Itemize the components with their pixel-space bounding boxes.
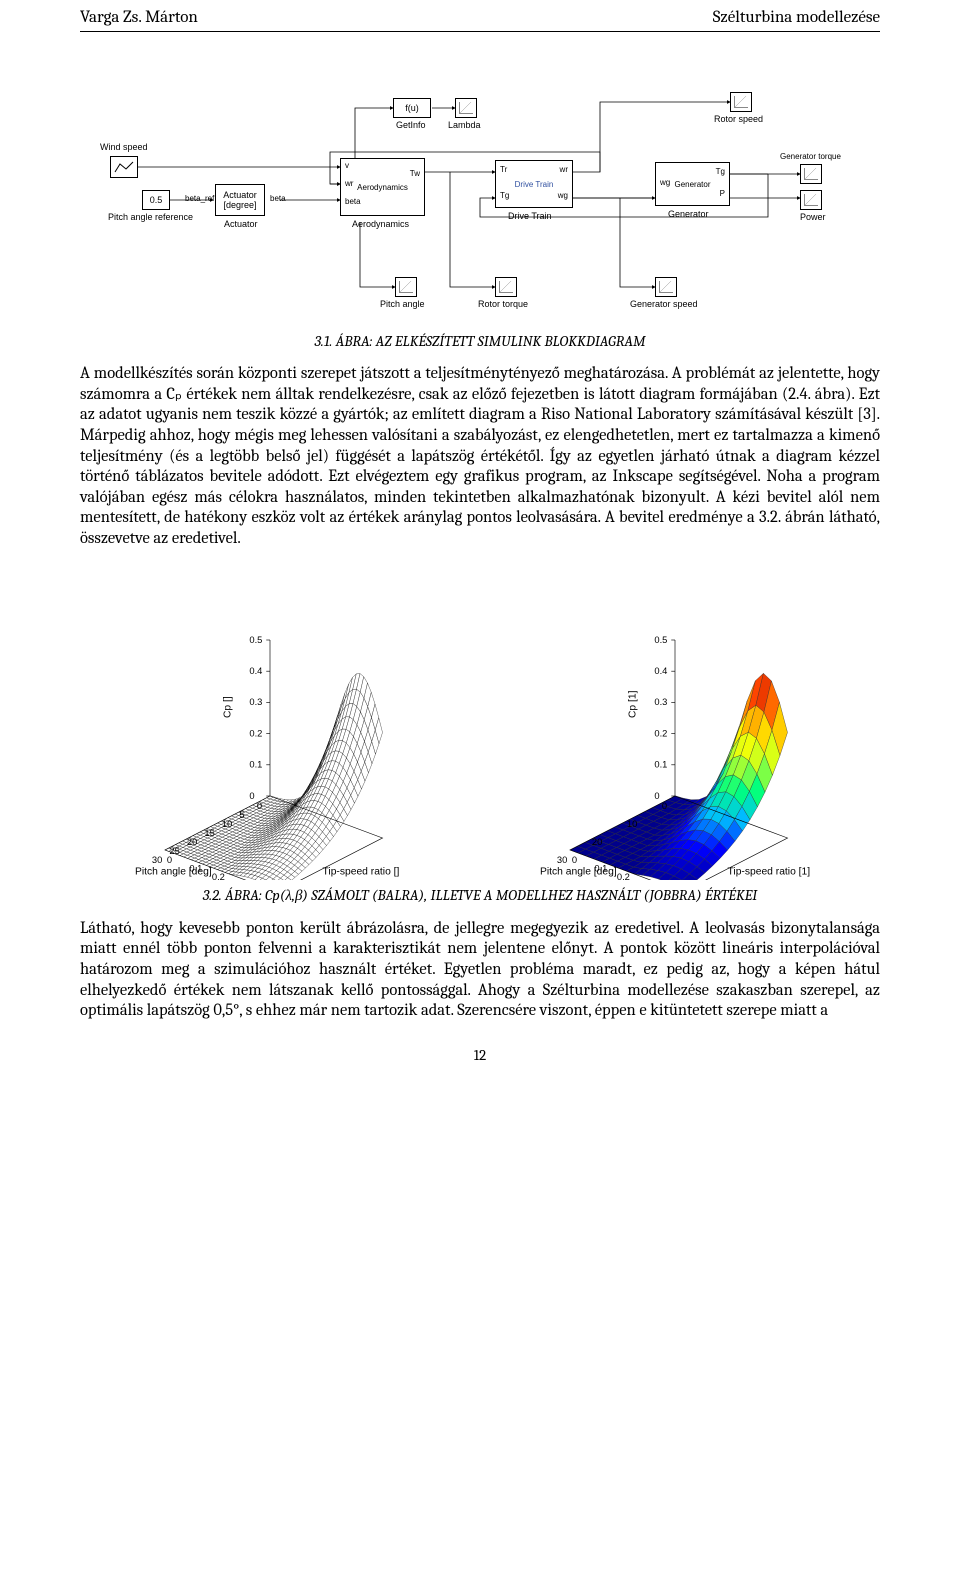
caption-fig31: 3.1. ÁBRA: AZ ELKÉSZÍTETT SIMULINK BLOKK…: [80, 332, 880, 350]
label-power: Power: [800, 212, 826, 222]
block-aerodynamics: v wr beta Aerodynamics Tw: [340, 158, 425, 216]
plot-left-wireframe: 00.10.20.30.40.505101520253000.10.20.30.…: [80, 580, 475, 880]
block-actuator: Actuator [degree]: [215, 184, 265, 216]
label-rotor-speed: Rotor speed: [714, 114, 763, 124]
svg-text:30: 30: [557, 855, 567, 865]
scope-gen-torque: [800, 164, 822, 184]
label-generator: Generator: [668, 209, 709, 219]
label-getinfo: GetInfo: [396, 120, 426, 130]
svg-text:15: 15: [204, 828, 214, 838]
svg-text:Tip-speed ratio [1]: Tip-speed ratio [1]: [728, 866, 811, 877]
block-drivetrain: Tr Tg wr wg Drive Train: [495, 160, 573, 208]
port-aero-beta: beta: [345, 197, 361, 206]
label-drivetrain: Drive Train: [508, 211, 552, 221]
label-aerodynamics: Aerodynamics: [352, 219, 409, 229]
scope-pitch-angle: [395, 277, 417, 297]
label-pitch-angle: Pitch angle: [380, 299, 425, 309]
label-gen-torque: Generator torque: [780, 152, 841, 161]
scope-rotor-speed: [730, 92, 752, 112]
svg-text:5: 5: [239, 810, 244, 820]
port-aero-tw: Tw: [410, 169, 420, 178]
svg-text:0: 0: [167, 855, 172, 865]
svg-text:20: 20: [592, 837, 602, 847]
source-wind-speed: [110, 156, 138, 178]
paragraph-2: Látható, hogy kevesebb ponton került ábr…: [80, 919, 880, 1022]
text-aero: Aerodynamics: [357, 183, 408, 192]
header-right: Szélturbina modellezése: [713, 8, 880, 27]
block-generator: wg Tg P Generator: [655, 162, 730, 206]
svg-text:Cp []: Cp []: [223, 696, 234, 718]
svg-text:0: 0: [662, 801, 667, 811]
port-aero-wr: wr: [345, 179, 353, 188]
port-gen-p: P: [720, 189, 725, 198]
svg-text:Cp [1]: Cp [1]: [628, 690, 639, 718]
header-left: Varga Zs. Márton: [80, 8, 198, 27]
svg-text:10: 10: [222, 819, 232, 829]
port-aero-v: v: [345, 161, 349, 170]
port-gen-wg: wg: [660, 178, 670, 187]
port-beta-out: beta: [270, 194, 286, 203]
svg-text:0.1: 0.1: [654, 759, 667, 769]
figure-32: 00.10.20.30.40.505101520253000.10.20.30.…: [80, 580, 880, 880]
svg-text:0.5: 0.5: [654, 634, 667, 644]
label-lambda: Lambda: [448, 120, 481, 130]
label-gen-speed: Generator speed: [630, 299, 698, 309]
block-constant: 0.5: [142, 190, 170, 210]
text-drivetrain: Drive Train: [515, 180, 554, 189]
svg-text:0: 0: [249, 790, 254, 800]
port-gen-tg: Tg: [716, 167, 725, 176]
label-pitch-ref: Pitch angle reference: [108, 212, 193, 222]
simulink-diagram: Wind speed 0.5 Pitch angle reference bet…: [80, 62, 880, 322]
block-getinfo: f(u): [393, 98, 431, 118]
svg-text:0.1: 0.1: [249, 759, 262, 769]
port-beta-ref: beta_ref: [185, 194, 214, 203]
svg-text:0.4: 0.4: [654, 666, 667, 676]
scope-gen-speed: [655, 277, 677, 297]
svg-text:0.2: 0.2: [654, 728, 667, 738]
scope-lambda: [455, 98, 477, 118]
page-number: 12: [80, 1046, 880, 1064]
svg-text:0.2: 0.2: [617, 872, 630, 880]
plot-right-colored: 00.10.20.30.40.5010203000.10.20.30.40.5C…: [485, 580, 880, 880]
svg-text:0.5: 0.5: [249, 634, 262, 644]
scope-power: [800, 190, 822, 210]
svg-text:10: 10: [627, 819, 637, 829]
svg-text:Pitch angle [deg]: Pitch angle [deg]: [540, 866, 617, 877]
svg-text:20: 20: [187, 837, 197, 847]
svg-text:30: 30: [152, 855, 162, 865]
scope-rotor-torque: [495, 277, 517, 297]
svg-text:0: 0: [257, 801, 262, 811]
svg-text:0: 0: [654, 790, 659, 800]
svg-text:Tip-speed ratio []: Tip-speed ratio []: [323, 866, 400, 877]
caption-fig32: 3.2. ÁBRA: Cp(λ,β) SZÁMOLT (BALRA), ILLE…: [80, 886, 880, 905]
svg-text:0: 0: [572, 855, 577, 865]
label-actuator: Actuator: [224, 219, 258, 229]
label-wind-speed: Wind speed: [100, 142, 148, 152]
svg-text:0.3: 0.3: [249, 697, 262, 707]
svg-text:0.3: 0.3: [654, 697, 667, 707]
label-rotor-torque: Rotor torque: [478, 299, 528, 309]
port-dt-tr: Tr: [500, 165, 507, 174]
svg-text:0.4: 0.4: [249, 666, 262, 676]
port-dt-wg: wg: [558, 191, 568, 200]
svg-text:0.2: 0.2: [249, 728, 262, 738]
page-header: Varga Zs. Márton Szélturbina modellezése: [80, 0, 880, 32]
svg-text:Pitch angle [deg]: Pitch angle [deg]: [135, 866, 212, 877]
port-dt-wr: wr: [560, 165, 568, 174]
svg-text:0.2: 0.2: [212, 872, 225, 880]
text-generator: Generator: [674, 180, 710, 189]
port-dt-tg: Tg: [500, 191, 509, 200]
paragraph-1: A modellkészítés során központi szerepet…: [80, 364, 880, 550]
